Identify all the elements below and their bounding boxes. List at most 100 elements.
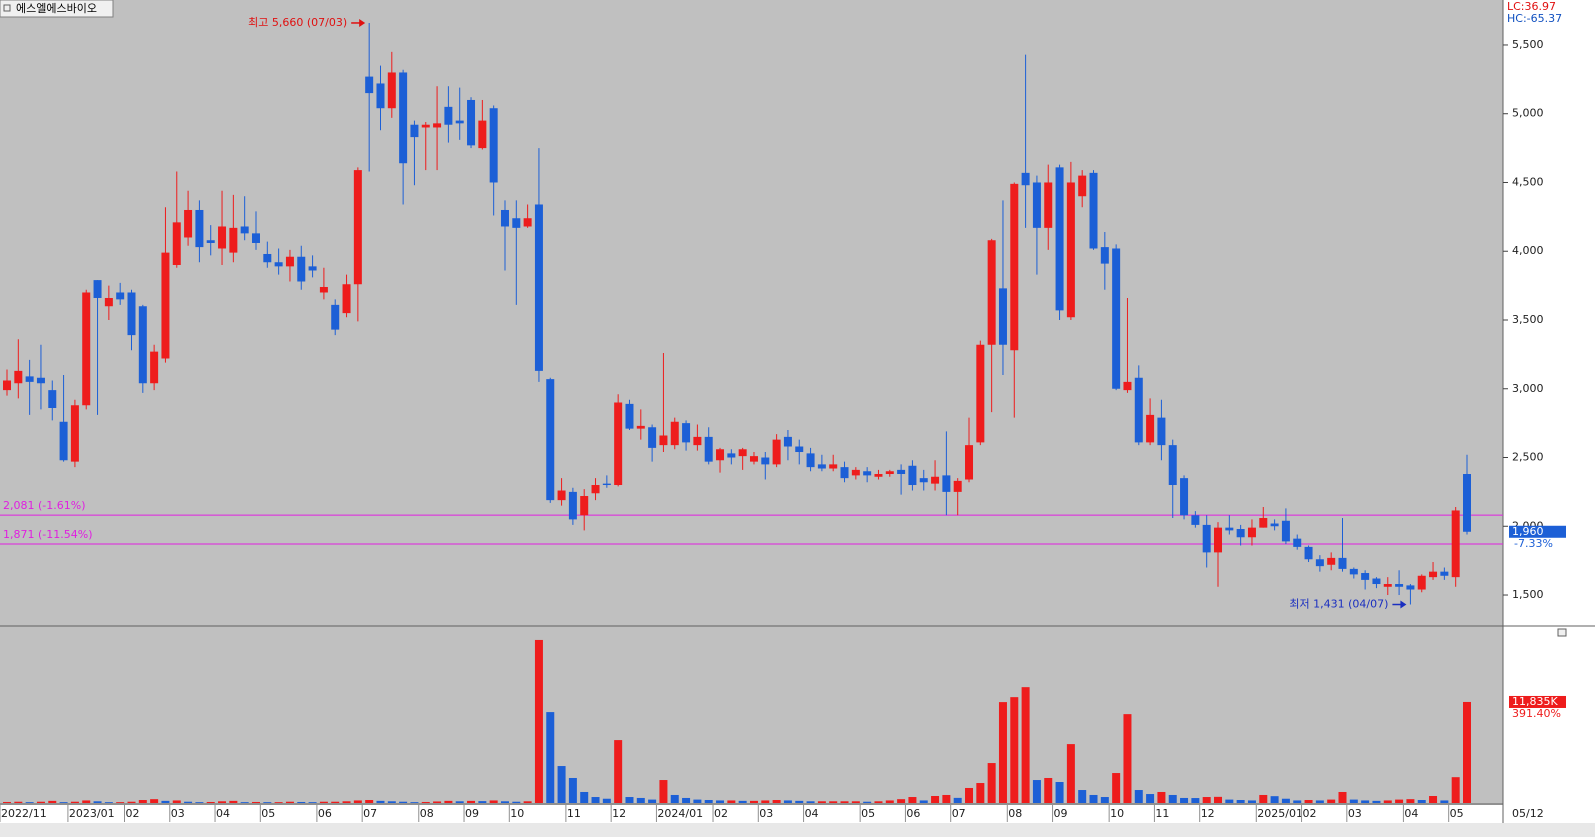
candle-body	[1429, 571, 1438, 578]
volume-bar	[919, 800, 928, 803]
volume-bar	[1406, 799, 1415, 803]
candle-body	[195, 209, 204, 248]
volume-bar	[885, 800, 894, 803]
candle-body	[738, 449, 747, 457]
candle-body	[251, 233, 260, 243]
candle-body	[591, 485, 600, 494]
candle-body	[1089, 172, 1098, 249]
volume-bar	[749, 800, 758, 803]
y-tick-label: 5,500	[1512, 38, 1544, 51]
candle-body	[772, 439, 781, 465]
volume-bar	[783, 800, 792, 803]
candle-body	[693, 436, 702, 446]
candle-body	[897, 469, 906, 475]
candle-body	[455, 120, 464, 124]
volume-bar	[863, 801, 872, 803]
y-tick-label: 4,500	[1512, 175, 1544, 188]
candle-body	[25, 376, 34, 382]
volume-bar	[625, 797, 634, 803]
volume-bar	[467, 800, 476, 803]
volume-bar	[1225, 799, 1234, 803]
volume-bar	[104, 802, 113, 803]
volume-bar	[1361, 800, 1370, 803]
volume-bar	[59, 802, 68, 803]
candle-body	[127, 292, 136, 336]
volume-bar	[1417, 800, 1426, 803]
candle-body	[353, 170, 362, 285]
candle-body	[998, 288, 1007, 345]
volume-bar	[1372, 800, 1381, 803]
volume-bar	[1247, 800, 1256, 803]
volume-bar	[387, 801, 396, 803]
volume-bar	[433, 801, 442, 803]
candle-body	[161, 252, 170, 359]
candle-body	[1100, 247, 1109, 264]
volume-bar	[36, 801, 45, 803]
candle-body	[1440, 571, 1449, 576]
candle-body	[1021, 172, 1030, 186]
volume-bar	[1451, 777, 1460, 803]
volume-bar	[942, 794, 951, 803]
volume-bar	[399, 801, 408, 803]
x-tick-label: 04	[1404, 807, 1418, 820]
candle-body	[297, 256, 306, 282]
candle-body	[1304, 546, 1313, 560]
candle-body	[1191, 515, 1200, 525]
candle-body	[1180, 478, 1189, 516]
volume-bar	[478, 801, 487, 803]
volume-bar	[444, 800, 453, 803]
volume-bar	[953, 797, 962, 803]
candle-body	[14, 370, 23, 384]
volume-bar	[648, 799, 657, 803]
candle-body	[1361, 573, 1370, 580]
volume-bar	[874, 801, 883, 803]
candle-body	[648, 427, 657, 448]
volume-bar	[636, 797, 645, 803]
candle-body	[1270, 523, 1279, 527]
x-tick-label: 11	[567, 807, 581, 820]
current-price-label: 1,960	[1512, 525, 1544, 538]
candle-body	[467, 99, 476, 146]
candle-body	[1247, 527, 1256, 538]
volume-bar	[1463, 701, 1471, 803]
volume-bar	[93, 801, 102, 803]
volume-bar	[795, 800, 804, 803]
current-price-box	[1509, 525, 1566, 538]
x-tick-label: 2024/01	[657, 807, 703, 820]
h-line-label: 2,081 (-1.61%)	[3, 499, 85, 512]
volume-bar	[693, 799, 702, 803]
volume-bar	[534, 639, 543, 803]
chart-title: 에스엘에스바이오	[16, 2, 97, 15]
volume-bar	[659, 780, 668, 803]
candle-body	[285, 256, 294, 267]
y-tick-label: 1,500	[1512, 588, 1544, 601]
candle-body	[263, 253, 272, 263]
volume-bar	[1202, 797, 1211, 803]
candle-body	[568, 491, 577, 520]
volume-bar	[704, 800, 713, 803]
candle-body	[942, 475, 951, 492]
volume-bar	[1078, 790, 1087, 803]
volume-bar	[14, 801, 23, 803]
volume-bar	[908, 797, 917, 803]
x-tick-label: 09	[1054, 807, 1068, 820]
candle-body	[1293, 538, 1302, 547]
volume-bar	[1429, 796, 1438, 803]
indicator: HC:-65.37	[1507, 12, 1562, 25]
volume-bar	[1021, 687, 1030, 803]
candle-body	[1383, 584, 1392, 587]
volume-bar	[1293, 800, 1302, 803]
bottom-strip	[0, 823, 1595, 837]
candle-body	[659, 435, 668, 446]
candle-body	[885, 471, 894, 475]
volume-bar	[1259, 794, 1268, 803]
x-tick-label: 05	[861, 807, 875, 820]
annotation: 최고 5,660 (07/03)	[248, 16, 347, 29]
candle-body	[93, 280, 102, 298]
volume-bar	[70, 801, 79, 803]
volume-bar	[1383, 800, 1392, 803]
candle-body	[682, 423, 691, 443]
candle-body	[636, 425, 645, 429]
candle-body	[1417, 575, 1426, 590]
